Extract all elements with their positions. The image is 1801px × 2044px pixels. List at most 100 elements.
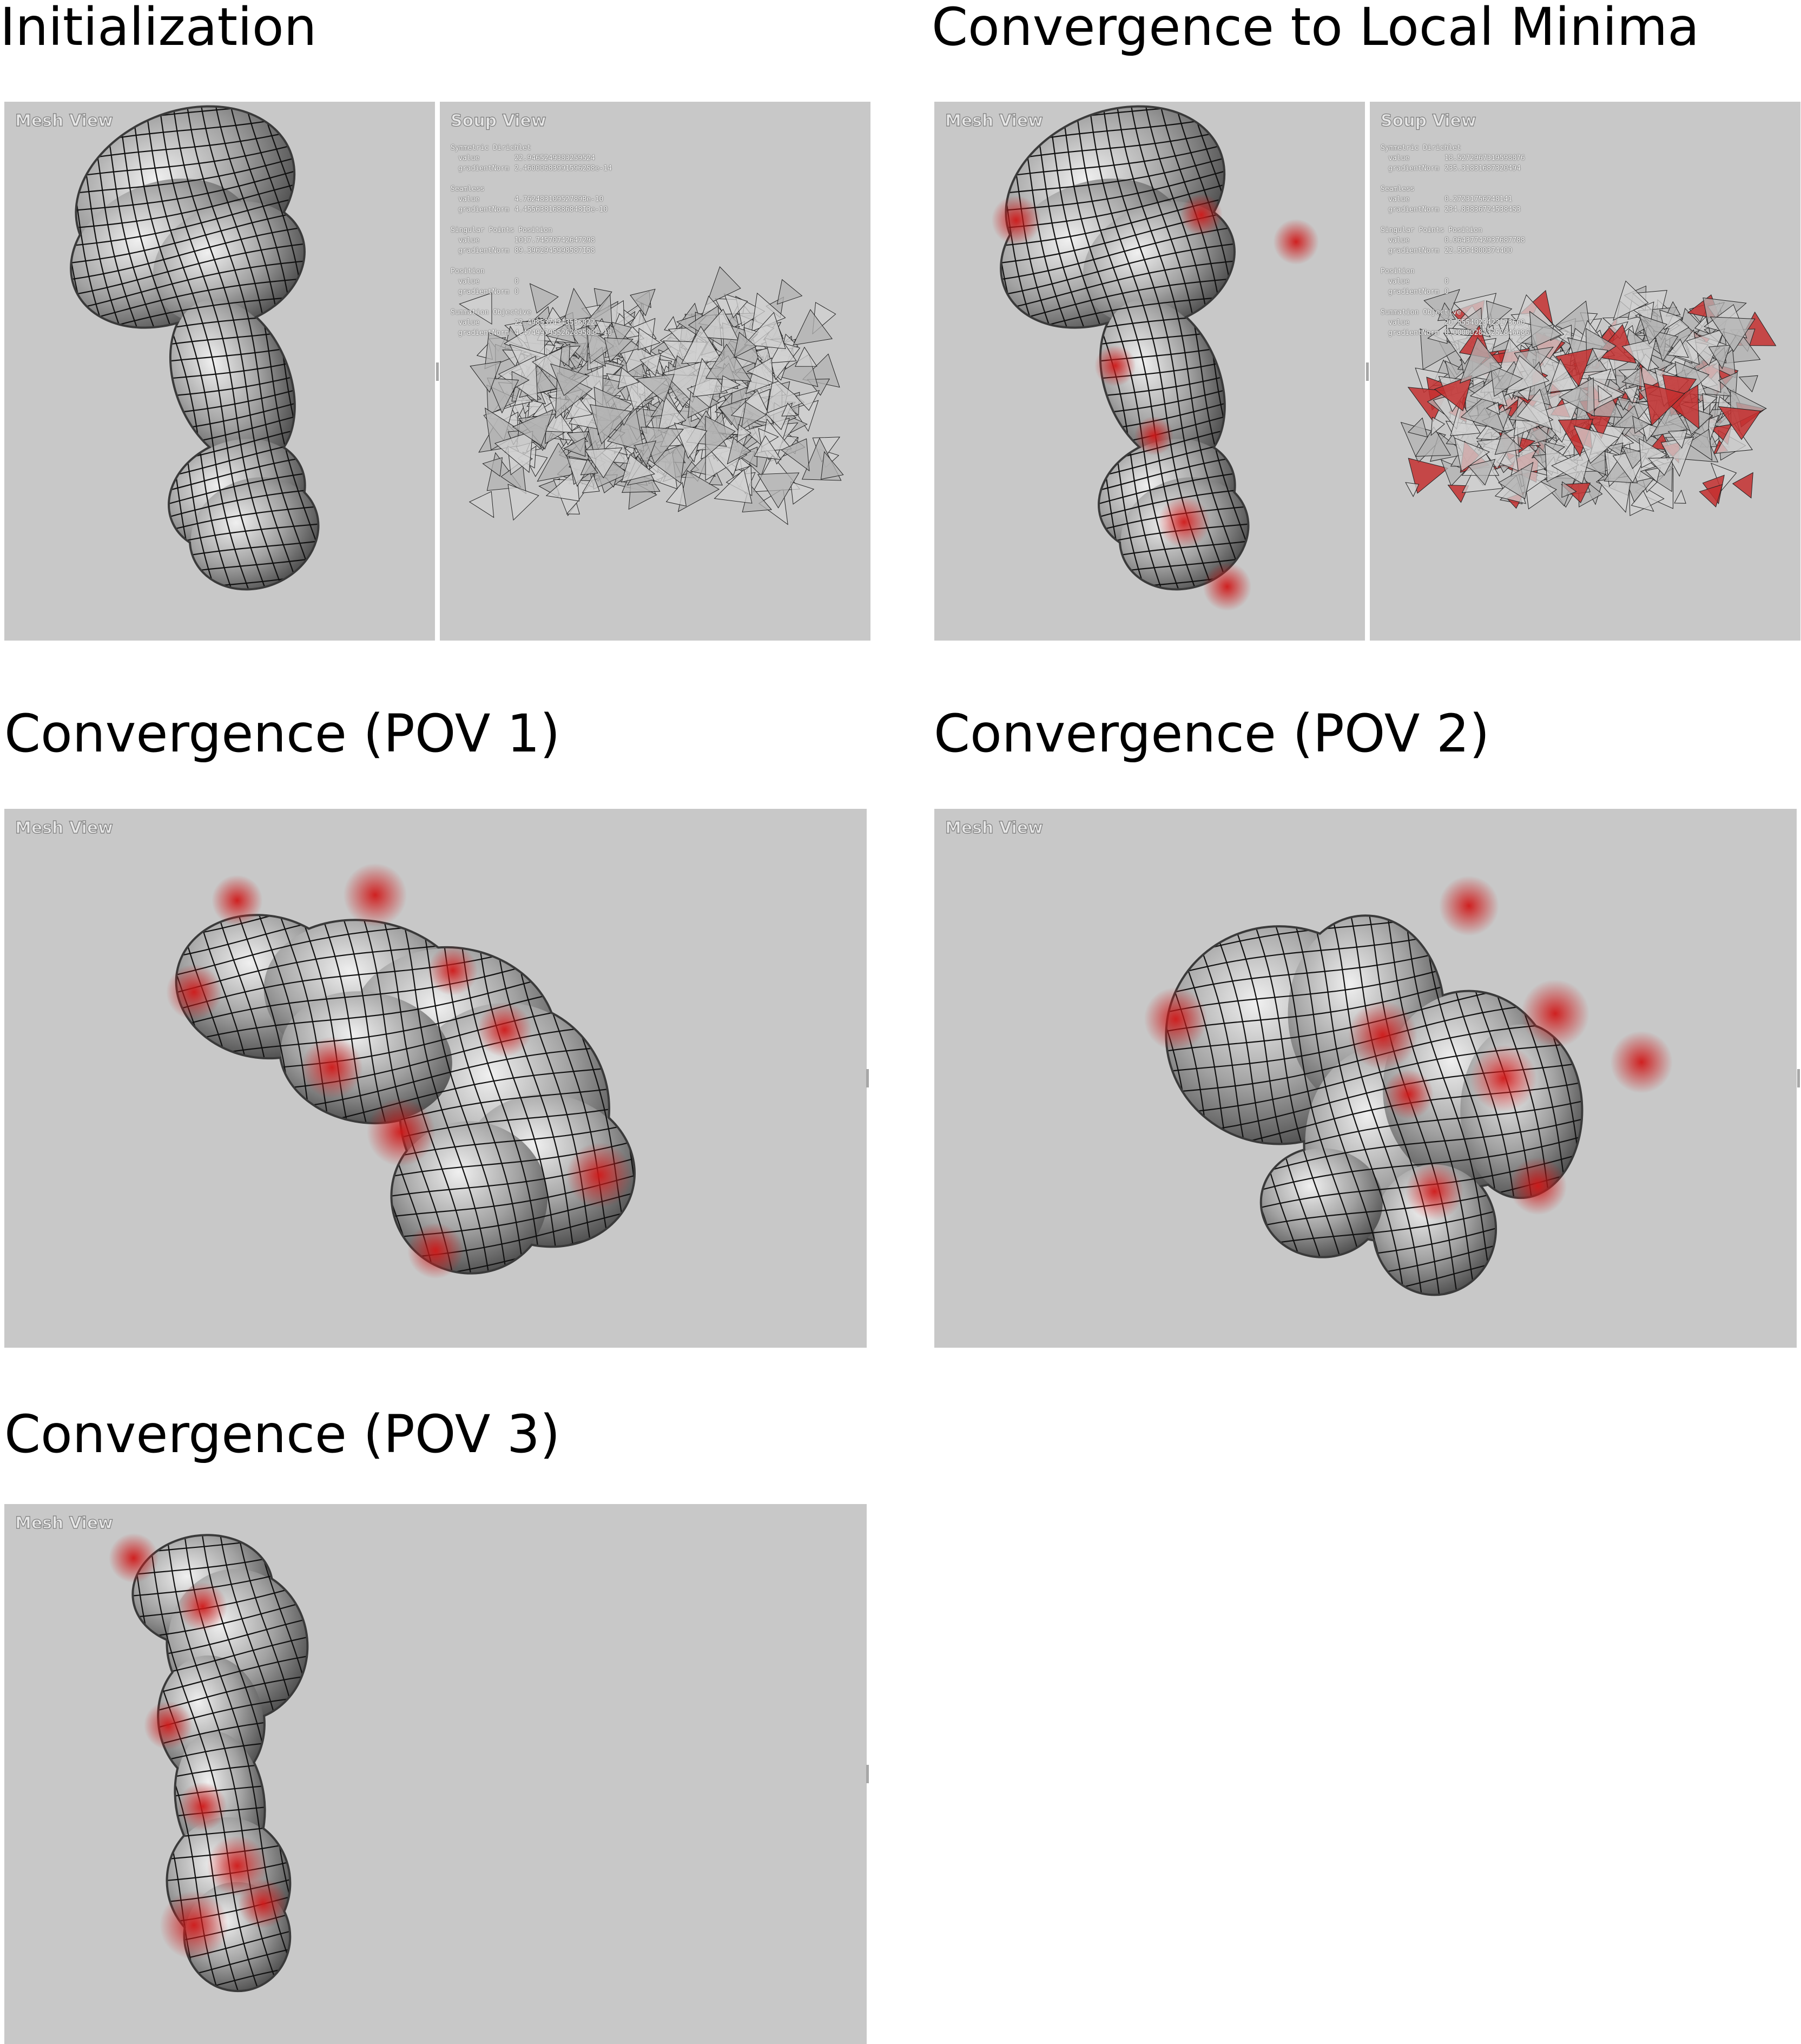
title-pov1: Convergence (POV 1) bbox=[4, 703, 560, 764]
error-highlights bbox=[991, 194, 1319, 611]
energy-key: gradientNorm bbox=[458, 288, 509, 296]
pov3-mesh-view[interactable]: Mesh View bbox=[4, 1504, 867, 2044]
energy-value: 0 bbox=[1444, 288, 1449, 296]
mesh-view-label: Mesh View bbox=[15, 1513, 113, 1533]
energy-value: 18.5272967319598876 bbox=[1444, 154, 1525, 162]
energy-key: gradientNorm bbox=[458, 329, 509, 337]
energy-row: value 4.76248310952789Be-10 bbox=[451, 194, 612, 205]
energy-value: 22.5554800374400 bbox=[1444, 247, 1513, 255]
pov3-resize-handle[interactable] bbox=[866, 1765, 869, 1783]
energy-name: Seamless bbox=[1381, 185, 1415, 193]
energy-key: value bbox=[1388, 236, 1410, 245]
energy-group: Singular Points Position value 0.064377429… bbox=[1381, 225, 1529, 256]
energy-row: gradientNorm 0 bbox=[451, 287, 612, 297]
energy-row: value 22.4985374343536022 bbox=[451, 318, 612, 328]
energy-value: 0 bbox=[1444, 278, 1449, 286]
energy-key: value bbox=[458, 195, 480, 203]
energy-value: 0 bbox=[514, 278, 519, 286]
energy-key: value bbox=[458, 319, 480, 327]
energy-name: Position bbox=[1381, 267, 1415, 275]
energy-name: Summation Objective bbox=[451, 308, 531, 317]
local-soup-render[interactable] bbox=[1370, 102, 1800, 641]
energy-key: value bbox=[1388, 154, 1410, 162]
energy-group: Symmetric Dirichlet value 18.5272967319598… bbox=[1381, 143, 1529, 174]
energy-group: Position value 0 gradientNorm 0 bbox=[1381, 266, 1529, 297]
energy-row: value 1017.74570742647298 bbox=[451, 235, 612, 246]
energy-key: gradientNorm bbox=[1388, 164, 1439, 173]
init-energy-stats: Symmetric Dirichlet value 22.9465249383259… bbox=[451, 143, 612, 348]
energy-row: gradientNorm 235.31831687320494 bbox=[1381, 163, 1529, 174]
energy-group: Symmetric Dirichlet value 22.9465249383259… bbox=[451, 143, 612, 174]
energy-key: gradientNorm bbox=[458, 247, 509, 255]
energy-value: 89.3962945998587I58 bbox=[514, 247, 595, 255]
title-pov3: Convergence (POV 3) bbox=[4, 1404, 560, 1465]
energy-value: 4.45563816886848I3e-10 bbox=[514, 206, 608, 214]
local-resize-handle[interactable] bbox=[1366, 362, 1369, 381]
init-soup-render[interactable] bbox=[440, 102, 870, 641]
init-resize-handle[interactable] bbox=[436, 362, 439, 381]
energy-row: gradientNorm 0.000002873252846686 bbox=[1381, 328, 1529, 338]
energy-name: Singular Points Position bbox=[1381, 226, 1482, 234]
local-mesh-view[interactable]: Mesh View bbox=[934, 102, 1365, 641]
title-pov2: Convergence (POV 2) bbox=[934, 703, 1490, 764]
energy-value: 4.76248310952789Be-10 bbox=[514, 195, 604, 203]
local-soup-view[interactable]: Soup View Symmetric Dirichlet value 18.527… bbox=[1370, 102, 1800, 641]
energy-key: value bbox=[1388, 195, 1410, 203]
local-mesh-render[interactable] bbox=[934, 102, 1365, 641]
energy-key: gradientNorm bbox=[1388, 247, 1439, 255]
pov1-mesh-view[interactable]: Mesh View bbox=[4, 809, 867, 1348]
energy-group: Summation Objective value 22.4985374343536… bbox=[451, 307, 612, 338]
energy-row: value 0.06437742937687788 bbox=[1381, 235, 1529, 246]
energy-value: 0 bbox=[514, 288, 519, 296]
energy-name: Seamless bbox=[451, 185, 485, 193]
energy-row: value 18.5272967319598876 bbox=[1381, 153, 1529, 163]
energy-row: value 0 bbox=[1381, 276, 1529, 287]
error-highlights bbox=[109, 1533, 288, 1960]
energy-value: 0.27231756248141 bbox=[1444, 195, 1513, 203]
init-mesh-render[interactable] bbox=[4, 102, 435, 641]
energy-key: gradientNorm bbox=[1388, 329, 1439, 337]
energy-value: 235.31831687320494 bbox=[1444, 164, 1521, 173]
energy-row: gradientNorm 2.460006839915962S8e-14 bbox=[451, 163, 612, 174]
pov3-mesh-render[interactable] bbox=[4, 1504, 867, 2044]
energy-value: 1017.74570742647298 bbox=[514, 236, 595, 245]
energy-key: value bbox=[458, 278, 480, 286]
pov2-mesh-render[interactable] bbox=[934, 809, 1797, 1348]
energy-row: gradientNorm 89.3962945998587I58 bbox=[451, 246, 612, 256]
energy-row: gradientNorm 234.838367245384S3 bbox=[1381, 205, 1529, 215]
energy-group: Singular Points Position value 1017.745707… bbox=[451, 225, 612, 256]
energy-row: gradientNorm 0 bbox=[1381, 287, 1529, 297]
error-highlights bbox=[166, 863, 632, 1279]
energy-key: value bbox=[1388, 278, 1410, 286]
energy-key: value bbox=[458, 236, 480, 245]
energy-key: gradientNorm bbox=[1388, 206, 1439, 214]
energy-value: 4.47499795526289583e-10 bbox=[514, 329, 612, 337]
soup-triangles bbox=[459, 266, 844, 525]
energy-name: Summation Objective bbox=[1381, 308, 1461, 317]
energy-value: 0.06437742937687788 bbox=[1444, 236, 1525, 245]
mesh-view-label: Mesh View bbox=[945, 818, 1043, 838]
mesh-body bbox=[70, 105, 320, 591]
energy-key: gradientNorm bbox=[1388, 288, 1439, 296]
energy-value: 0.000002873252846686 bbox=[1444, 329, 1529, 337]
init-mesh-view[interactable]: Mesh View bbox=[4, 102, 435, 641]
soup-view-label: Soup View bbox=[450, 111, 546, 130]
pov2-mesh-view[interactable]: Mesh View bbox=[934, 809, 1797, 1348]
title-initialization: Initialization bbox=[0, 0, 317, 57]
energy-key: gradientNorm bbox=[458, 206, 509, 214]
pov2-resize-handle[interactable] bbox=[1797, 1069, 1800, 1087]
energy-row: value 22.9465249383259524 bbox=[451, 153, 612, 163]
energy-row: value 0.27231756248141 bbox=[1381, 194, 1529, 205]
energy-row: gradientNorm 22.5554800374400 bbox=[1381, 246, 1529, 256]
energy-key: value bbox=[458, 154, 480, 162]
energy-row: value 20.5554023423173660 bbox=[1381, 318, 1529, 328]
energy-name: Symmetric Dirichlet bbox=[451, 144, 531, 152]
pov1-resize-handle[interactable] bbox=[866, 1069, 869, 1087]
soup-triangles bbox=[1400, 280, 1777, 516]
energy-group: Summation Objective value 20.5554023423173… bbox=[1381, 307, 1529, 338]
energy-row: gradientNorm 4.47499795526289583e-10 bbox=[451, 328, 612, 338]
mesh-body bbox=[175, 914, 636, 1275]
error-highlights bbox=[1144, 875, 1673, 1221]
init-soup-view[interactable]: Soup View Symmetric Dirichlet value 22.946… bbox=[440, 102, 870, 641]
pov1-mesh-render[interactable] bbox=[4, 809, 867, 1348]
